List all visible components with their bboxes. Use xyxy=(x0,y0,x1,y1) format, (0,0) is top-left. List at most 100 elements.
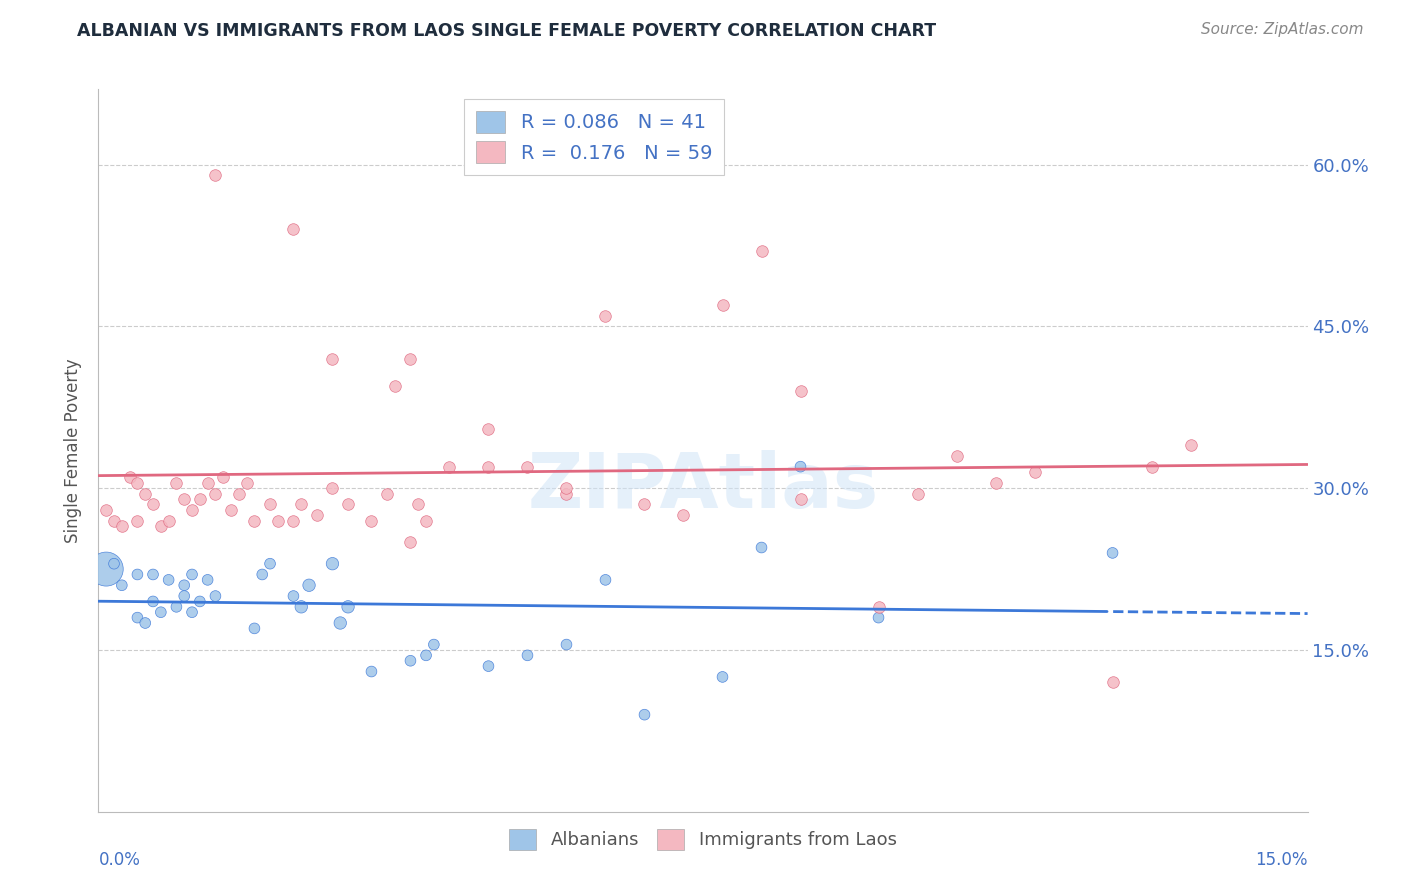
Point xyxy=(555,486,578,500)
Point xyxy=(252,567,274,582)
Point xyxy=(321,557,343,571)
Point xyxy=(197,573,219,587)
Point xyxy=(235,475,257,490)
Point xyxy=(868,610,890,624)
Point xyxy=(267,514,290,528)
Point xyxy=(165,475,187,490)
Point xyxy=(672,508,695,523)
Point xyxy=(516,648,538,663)
Point xyxy=(96,562,118,576)
Point xyxy=(595,573,617,587)
Point xyxy=(127,567,149,582)
Point xyxy=(984,475,1007,490)
Point xyxy=(134,486,156,500)
Point xyxy=(751,244,773,258)
Point xyxy=(415,514,437,528)
Point xyxy=(283,514,305,528)
Point xyxy=(329,615,352,630)
Point xyxy=(406,497,429,511)
Y-axis label: Single Female Poverty: Single Female Poverty xyxy=(65,359,83,542)
Point xyxy=(321,481,343,495)
Point xyxy=(103,514,125,528)
Point xyxy=(1101,675,1123,690)
Point xyxy=(212,470,235,484)
Point xyxy=(907,486,929,500)
Point xyxy=(360,514,382,528)
Text: ZIPAtlas: ZIPAtlas xyxy=(527,450,879,524)
Point xyxy=(1180,438,1202,452)
Point xyxy=(298,578,321,592)
Point xyxy=(399,535,422,549)
Point xyxy=(188,491,211,506)
Point xyxy=(197,475,219,490)
Legend: Albanians, Immigrants from Laos: Albanians, Immigrants from Laos xyxy=(502,822,904,857)
Point xyxy=(127,514,149,528)
Point xyxy=(181,605,204,619)
Point xyxy=(789,491,811,506)
Point xyxy=(283,222,305,236)
Point xyxy=(477,659,499,673)
Point xyxy=(157,573,180,587)
Point xyxy=(415,648,437,663)
Point xyxy=(173,589,195,603)
Point xyxy=(399,654,422,668)
Point xyxy=(283,589,305,603)
Point xyxy=(204,169,226,183)
Point xyxy=(423,638,446,652)
Point xyxy=(243,621,266,635)
Point xyxy=(360,665,382,679)
Point xyxy=(259,557,281,571)
Point xyxy=(149,605,172,619)
Point xyxy=(1101,546,1123,560)
Point xyxy=(290,599,312,614)
Text: ALBANIAN VS IMMIGRANTS FROM LAOS SINGLE FEMALE POVERTY CORRELATION CHART: ALBANIAN VS IMMIGRANTS FROM LAOS SINGLE … xyxy=(77,22,936,40)
Point xyxy=(219,502,242,516)
Point xyxy=(103,557,125,571)
Point xyxy=(321,351,343,366)
Point xyxy=(142,567,165,582)
Point xyxy=(181,502,204,516)
Point xyxy=(789,459,811,474)
Point xyxy=(111,519,134,533)
Point xyxy=(384,378,406,392)
Point xyxy=(204,486,226,500)
Point xyxy=(633,707,655,722)
Point xyxy=(711,670,734,684)
Point xyxy=(127,475,149,490)
Point xyxy=(945,449,967,463)
Text: 0.0%: 0.0% xyxy=(98,852,141,870)
Point xyxy=(134,615,156,630)
Point xyxy=(337,599,360,614)
Point xyxy=(477,422,499,436)
Point xyxy=(337,497,360,511)
Point xyxy=(127,610,149,624)
Point xyxy=(149,519,172,533)
Point xyxy=(555,481,578,495)
Point xyxy=(111,578,134,592)
Point xyxy=(439,459,461,474)
Point xyxy=(555,638,578,652)
Point xyxy=(595,309,617,323)
Point xyxy=(633,497,655,511)
Point xyxy=(142,497,165,511)
Point xyxy=(789,384,811,399)
Point xyxy=(1024,465,1046,479)
Point xyxy=(305,508,328,523)
Point xyxy=(181,567,204,582)
Point xyxy=(290,497,312,511)
Point xyxy=(477,459,499,474)
Point xyxy=(157,514,180,528)
Point xyxy=(118,470,141,484)
Point xyxy=(868,599,890,614)
Point xyxy=(173,491,195,506)
Point xyxy=(228,486,250,500)
Point xyxy=(173,578,195,592)
Point xyxy=(165,599,187,614)
Point xyxy=(751,541,773,555)
Point xyxy=(204,589,226,603)
Text: Source: ZipAtlas.com: Source: ZipAtlas.com xyxy=(1201,22,1364,37)
Point xyxy=(243,514,266,528)
Point xyxy=(516,459,538,474)
Point xyxy=(1140,459,1163,474)
Point xyxy=(399,351,422,366)
